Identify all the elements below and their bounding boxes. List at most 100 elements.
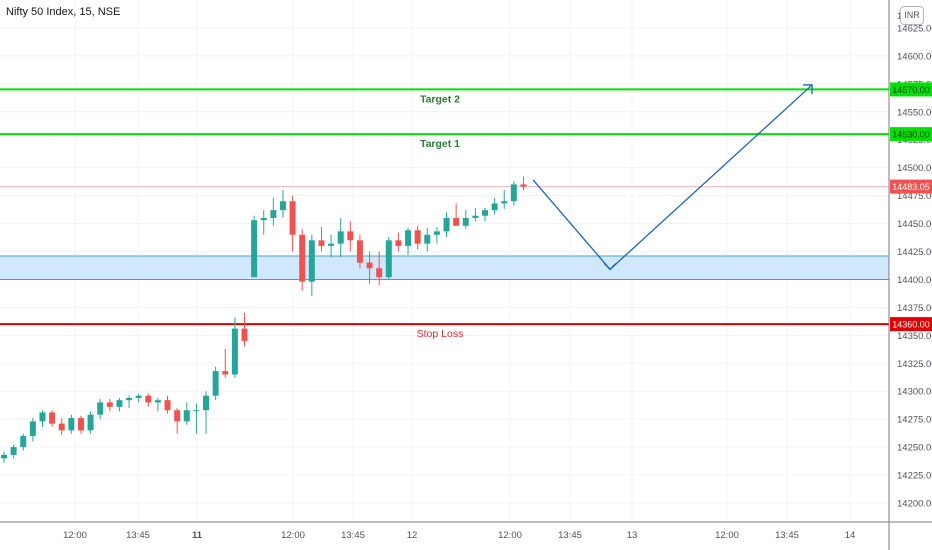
projection-path	[532, 84, 813, 271]
candle-body	[299, 234, 306, 282]
candle-body	[510, 184, 517, 202]
candle-body	[212, 371, 219, 396]
candle-body	[58, 423, 65, 431]
candle-body	[10, 447, 17, 455]
candle-body	[337, 231, 344, 244]
time-tick-label: 12:00	[63, 530, 87, 541]
stop-loss-label: Stop Loss	[417, 328, 464, 340]
candle-body	[318, 240, 325, 246]
time-tick-label: 13:45	[775, 530, 799, 541]
candle-body	[328, 243, 335, 246]
price-tick-label: 14550.00	[897, 107, 932, 118]
candle-body	[174, 410, 181, 422]
candle-body	[251, 220, 258, 278]
target-1-label: Target 1	[420, 138, 460, 150]
projection-line	[532, 84, 813, 271]
projection-top-arrowhead	[803, 84, 813, 94]
time-tick-label: 13	[627, 530, 638, 541]
price-tick-label: 14500.00	[897, 163, 932, 174]
price-axis[interactable]: 14200.00 14225.00 14250.00 14275.00 14300.00…	[888, 0, 932, 550]
price-tick-label: 14275.00	[897, 415, 932, 426]
candle-body	[231, 328, 238, 375]
price-tick-label: 14350.00	[897, 331, 932, 342]
price-tick-label: 14225.00	[897, 471, 932, 482]
candle-body	[164, 400, 171, 411]
price-tick-label: 14425.00	[897, 247, 932, 258]
candle-body	[154, 400, 161, 403]
stop-loss-price-tag-label: 14360.00	[892, 320, 930, 330]
target-2-price-tag-label: 14570.00	[892, 85, 930, 95]
price-tick-label: 14400.00	[897, 275, 932, 286]
candle-body	[20, 435, 27, 448]
candle-body	[68, 418, 75, 431]
price-levels: Target 2 Target 1 Stop Loss	[0, 88, 889, 340]
candle-body	[97, 402, 104, 415]
time-axis[interactable]: 12:00 13:45 11 12:00 13:45 12 12:00 13:45 13 12:0…	[0, 521, 932, 541]
time-tick-label: 12:00	[281, 530, 305, 541]
candle-body	[443, 217, 450, 232]
candle-body	[1, 454, 7, 459]
time-tick-label: 12:00	[715, 530, 739, 541]
candle-body	[356, 240, 363, 263]
candle-body	[270, 210, 277, 218]
zone-fill	[0, 255, 889, 280]
candle-body	[453, 217, 460, 226]
demand-zone	[0, 255, 889, 280]
price-tick-label: 14475.00	[897, 191, 932, 202]
candle-body	[126, 397, 133, 401]
currency-button[interactable]: INR	[900, 6, 924, 25]
candlesticks	[1, 176, 527, 463]
candle-body	[39, 412, 46, 422]
candle-body	[260, 217, 267, 221]
candle-body	[87, 414, 94, 431]
candle-body	[482, 210, 488, 216]
candle-body	[414, 230, 421, 244]
price-tick-label: 14450.00	[897, 219, 932, 230]
price-tick-label: 14250.00	[897, 443, 932, 454]
time-tick-label: 13:45	[341, 530, 365, 541]
candle-body	[472, 215, 479, 218]
candle-body	[366, 262, 373, 269]
candle-body	[241, 328, 248, 341]
candle-body	[405, 230, 412, 246]
price-tick-label: 14600.00	[897, 51, 932, 62]
candle-body	[203, 395, 210, 411]
chart-title: Nifty 50 Index, 15, NSE	[6, 6, 121, 18]
candle-body	[308, 240, 315, 282]
candle-body	[424, 234, 431, 244]
candle-body	[520, 184, 527, 187]
current-price-tag-label: 14483.05	[892, 182, 930, 192]
candle-body	[462, 217, 469, 226]
candle-body	[347, 231, 354, 241]
candle-body	[491, 203, 498, 211]
candle-body	[29, 421, 36, 436]
candle-body	[433, 231, 440, 235]
price-tick-label: 14625.00	[897, 23, 932, 34]
candle-body	[193, 410, 200, 412]
candle-body	[135, 395, 142, 398]
candle-body	[376, 268, 383, 278]
time-tick-label: 14	[845, 530, 856, 541]
candle-body	[106, 402, 113, 407]
time-tick-label: 11	[192, 530, 203, 541]
candle-body	[183, 410, 190, 422]
candle-body	[385, 240, 392, 278]
candle-body	[77, 418, 84, 431]
candle-body	[49, 412, 56, 424]
current-price-tag	[890, 179, 932, 194]
price-tick-label: 14300.00	[897, 387, 932, 398]
candle-body	[116, 400, 123, 407]
time-tick-label: 13:45	[126, 530, 150, 541]
candle-body	[279, 201, 286, 211]
price-tick-label: 14325.00	[897, 359, 932, 370]
time-tick-label: 12	[407, 530, 418, 541]
target-1-price-tag	[890, 127, 932, 142]
candle-body	[395, 240, 402, 246]
target-2-label: Target 2	[420, 93, 460, 105]
candle-body	[222, 371, 229, 375]
time-tick-label: 13:45	[558, 530, 582, 541]
candle-body	[145, 395, 152, 403]
projection-bottom-arrowhead	[603, 262, 617, 271]
price-tick-label: 14375.00	[897, 303, 932, 314]
